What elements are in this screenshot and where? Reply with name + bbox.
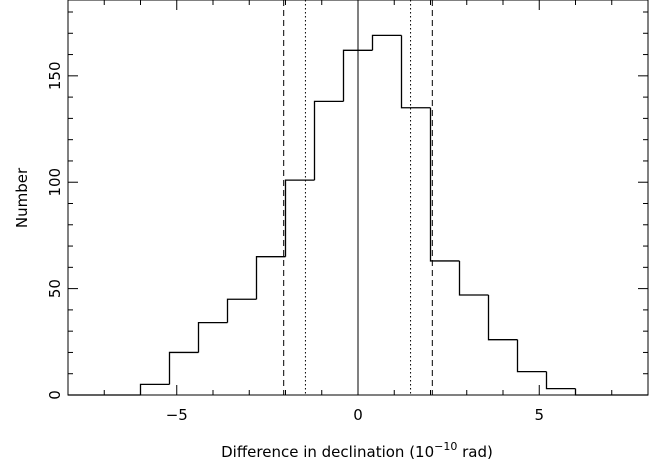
x-axis-title-main: Difference in declination (10 [221,443,434,461]
histogram-bin [545,371,576,390]
histogram-bin [226,298,257,323]
x-tick-label: 0 [353,406,363,424]
histogram-bin [284,179,315,257]
x-axis-title-suffix: rad) [457,443,493,461]
histogram-bin [487,294,518,341]
histogram-bin [342,49,373,102]
x-axis-title-exponent: −10 [434,440,457,453]
histogram-bin [197,322,228,353]
histogram-bin [139,383,170,395]
histogram-bin [400,35,431,109]
y-tick-label: 50 [46,279,64,298]
reference-lines [283,0,433,395]
y-tick-label: 150 [46,62,64,91]
x-axis-title: Difference in declination (10−10 rad) [221,440,493,461]
histogram-bin [313,100,344,181]
x-tick-label: −5 [166,406,188,424]
histogram-bin [429,107,460,262]
x-tick-label: 5 [534,406,544,424]
histogram-bin [371,34,402,51]
histogram-bars [68,34,648,396]
histogram-bin [574,388,648,396]
y-tick-label: 100 [46,168,64,197]
histogram-bin [168,351,199,385]
histogram-bin [516,339,547,373]
histogram-bin [458,260,489,296]
histogram-bin [255,256,286,300]
y-axis-title: Number [13,167,31,228]
y-tick-label: 0 [46,390,64,400]
